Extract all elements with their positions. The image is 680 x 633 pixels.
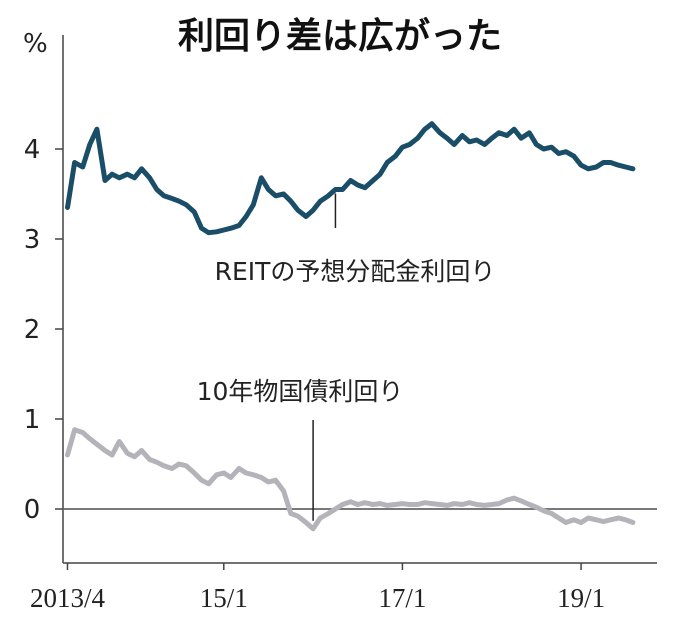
y-tick-label: 0: [24, 495, 41, 525]
jgb-yield-line: [65, 427, 636, 532]
annotations: REITの予想分配金利回り 10年物国債利回り: [197, 193, 496, 521]
x-tick-label: 19/1: [557, 583, 605, 613]
chart-title: 利回り差は広がった: [178, 16, 502, 57]
reit-yield-line: [65, 121, 636, 236]
y-axis-unit-label: %: [23, 29, 48, 59]
y-tick-label: 3: [24, 225, 41, 255]
x-tick-label: 17/1: [378, 583, 426, 613]
series-layer: [65, 121, 636, 532]
y-tick-label: 4: [24, 135, 41, 165]
x-tick-label: 15/1: [200, 583, 248, 613]
jgb-series-label: 10年物国債利回り: [197, 377, 404, 406]
x-tick-label: 2013/4: [30, 583, 106, 613]
y-tick-label: 1: [24, 405, 41, 435]
axes: 0 1 2 3 4 2013/4 15/1 17/1 19/1: [24, 35, 657, 613]
y-tick-label: 2: [24, 315, 41, 345]
reit-series-label: REITの予想分配金利回り: [215, 257, 496, 286]
